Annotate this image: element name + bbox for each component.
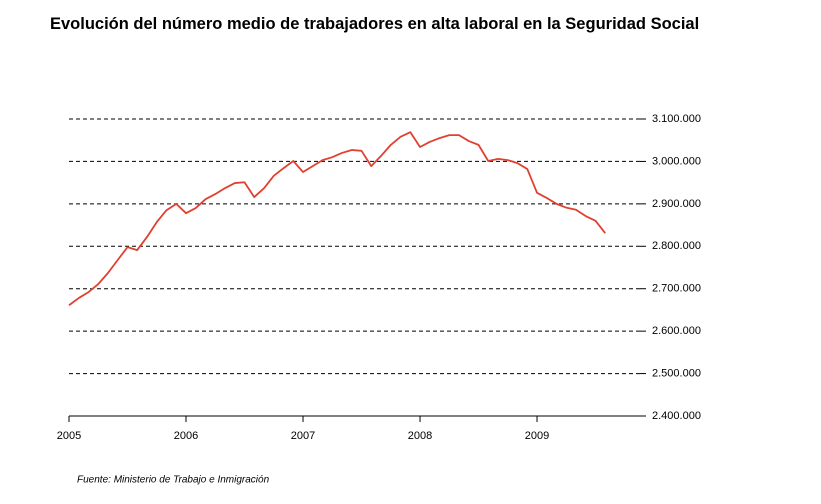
y-tick-label: 2.500.000 — [652, 367, 701, 379]
y-tick-label: 3.000.000 — [652, 155, 701, 167]
x-tick-label: 2008 — [408, 430, 432, 442]
chart-title: Evolución del número medio de trabajador… — [50, 15, 699, 33]
title-line: Evolución del número medio de trabajador… — [50, 15, 699, 33]
source-note: Fuente: Ministerio de Trabajo e Inmigrac… — [77, 475, 270, 486]
data-line — [68, 131, 606, 306]
x-tick-label: 2006 — [174, 430, 198, 442]
y-tick-label: 2.900.000 — [652, 198, 701, 210]
y-tick-label: 2.700.000 — [652, 283, 701, 295]
x-tick-label: 2009 — [525, 430, 549, 442]
y-tick-label: 2.600.000 — [652, 325, 701, 337]
y-tick-label: 3.100.000 — [652, 113, 701, 125]
y-tick-label: 2.800.000 — [652, 240, 701, 252]
y-tick-label: 2.400.000 — [652, 410, 701, 422]
x-tick-label: 2007 — [291, 430, 315, 442]
x-tick-label: 2005 — [57, 430, 81, 442]
